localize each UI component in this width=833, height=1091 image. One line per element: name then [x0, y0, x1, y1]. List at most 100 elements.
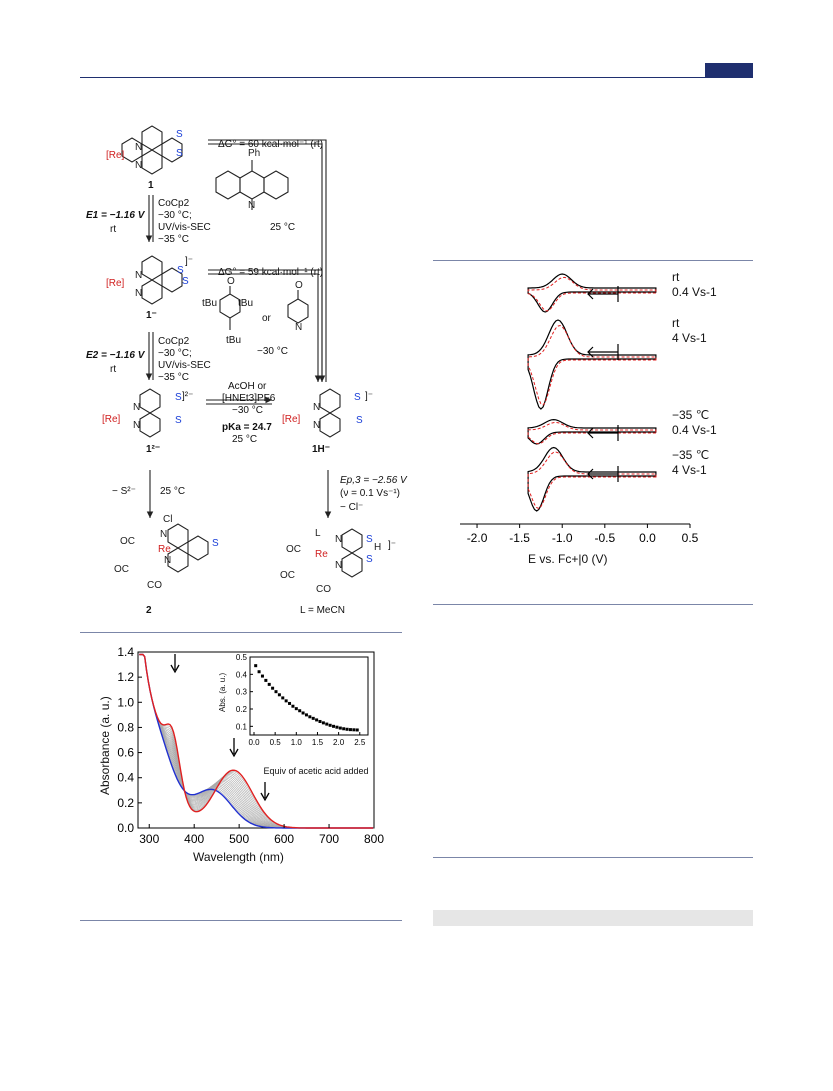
svg-text:S: S — [176, 148, 183, 159]
right-divider — [433, 857, 753, 858]
compound-1h-label: 1H⁻ — [312, 444, 331, 455]
charge-1h: ]⁻ — [365, 391, 374, 402]
cv-trace-3-red — [527, 421, 657, 445]
dg2-temp: −30 °C — [257, 346, 288, 357]
uv-chart: 300 400 500 600 700 800 0.0 0.2 0.4 0.6 0.8 1.0 1.2 1… — [117, 645, 384, 846]
cv-trace-4-black — [527, 446, 657, 512]
uv-divider — [80, 920, 402, 921]
svg-text:S: S — [354, 392, 361, 403]
acid-cond-0: AcOH or — [228, 381, 267, 392]
inset-x-tick-label: 0.0 — [248, 738, 260, 747]
e1-condition: rt — [110, 224, 117, 235]
dg2-label: ΔG° = 59 kcal·mol⁻¹ (rt) — [218, 267, 324, 278]
step1-cond-2: UV/vis-SEC — [158, 222, 211, 233]
cv-trace-4-line2: 4 Vs-1 — [672, 463, 707, 477]
inset-point — [338, 726, 342, 730]
charge-12minus: ]²⁻ — [182, 391, 194, 402]
inset-point — [298, 709, 302, 713]
svg-text:N: N — [313, 402, 320, 413]
svg-text:OC: OC — [280, 570, 295, 581]
svg-text:CO: CO — [147, 580, 162, 591]
uv-plot-frame — [137, 651, 375, 829]
svg-text:N: N — [248, 200, 255, 211]
inset-point — [318, 719, 322, 723]
re-label-1: [Re] — [106, 150, 125, 161]
inset-ylabel: Abs. (a. u.) — [218, 672, 227, 712]
uv-y-tick-label: 0.0 — [117, 821, 134, 835]
inset-point — [281, 696, 285, 700]
charge-product: ]⁻ — [388, 540, 397, 551]
inset-point — [321, 721, 325, 725]
svg-text:[Re]: [Re] — [282, 414, 301, 425]
cv-trace-4-red — [527, 451, 657, 509]
uv-x-tick-label: 500 — [229, 832, 249, 846]
inset-point — [260, 674, 264, 678]
svg-text:N: N — [160, 529, 167, 540]
svg-text:S: S — [366, 534, 373, 545]
svg-text:S: S — [175, 415, 182, 426]
cv-trace-1-line1: rt — [672, 270, 680, 284]
inset-point — [308, 715, 312, 719]
cv-trace-1-black — [527, 273, 657, 313]
svg-text:N: N — [133, 420, 140, 431]
svg-text:L: L — [315, 528, 321, 539]
cv-trace-2-line2: 4 Vs-1 — [672, 331, 707, 345]
uv-y-tick-label: 0.2 — [117, 796, 134, 810]
dg2-or: or — [262, 313, 271, 324]
svg-text:N: N — [335, 534, 342, 545]
svg-text:S: S — [175, 392, 182, 403]
inset-point — [254, 664, 258, 668]
cv-trace-1-line2: 0.4 Vs-1 — [672, 285, 717, 299]
e1-label: E1 = −1.16 V — [86, 210, 145, 221]
inset-point — [267, 682, 271, 686]
step2-cond-2: UV/vis-SEC — [158, 360, 211, 371]
tbu-3: tBu — [226, 335, 242, 346]
uv-xlabel: Wavelength (nm) — [193, 850, 284, 864]
compound-12minus-label: 1²⁻ — [146, 444, 161, 455]
inset-point — [264, 678, 268, 682]
inset-point — [332, 724, 336, 728]
inset-point — [288, 701, 292, 705]
inset-x-tick-label: 1.0 — [291, 738, 303, 747]
inset-point — [284, 699, 288, 703]
inset-x-tick-label: 0.5 — [270, 738, 282, 747]
inset-point — [335, 725, 339, 729]
uv-initial-curve — [139, 653, 374, 829]
cv-trace-1-red — [527, 276, 657, 312]
uv-x-tick-label: 800 — [364, 832, 384, 846]
svg-text:S: S — [356, 415, 363, 426]
svg-text:O: O — [295, 280, 303, 291]
svg-text:N: N — [313, 420, 320, 431]
inset-x-tick-label: 2.5 — [354, 738, 366, 747]
compound-1-label: 1 — [148, 180, 154, 191]
table-header-bar — [433, 910, 753, 926]
inset-point — [352, 728, 356, 732]
svg-text:[Re]: [Re] — [106, 278, 125, 289]
header-tab — [705, 63, 753, 78]
cv-trace-2-line1: rt — [672, 316, 680, 330]
inset-point — [301, 711, 305, 715]
inset-point — [271, 686, 275, 690]
inset-point — [345, 727, 349, 731]
ep3-label: Ep,3 = −2.56 V — [340, 475, 407, 486]
cv-trace-3-black — [527, 418, 657, 445]
inset-point — [311, 716, 315, 720]
inset-point — [257, 670, 261, 674]
inset-point — [294, 707, 298, 711]
compound-2-label: 2 — [146, 605, 152, 616]
svg-text:N: N — [135, 270, 142, 281]
inset-y-tick-label: 0.4 — [236, 670, 248, 679]
ep3-rate: (ν = 0.1 Vs⁻¹) — [340, 488, 401, 499]
svg-text:S: S — [182, 276, 189, 287]
charge-1minus: ]⁻ — [185, 256, 194, 267]
inset-point — [304, 713, 308, 717]
pka-label: pKa = 24.7 — [222, 422, 272, 433]
svg-text:N: N — [135, 288, 142, 299]
svg-text:OC: OC — [114, 564, 129, 575]
dg1-temp: 25 °C — [270, 222, 296, 233]
inset-y-tick-label: 0.3 — [236, 688, 248, 697]
cv-xlabel: E vs. Fc+|0 (V) — [528, 552, 608, 566]
cv-trace-3-line1: −35 ℃ — [672, 408, 710, 422]
svg-text:N: N — [335, 560, 342, 571]
step2-cond-0: CoCp2 — [158, 336, 190, 347]
